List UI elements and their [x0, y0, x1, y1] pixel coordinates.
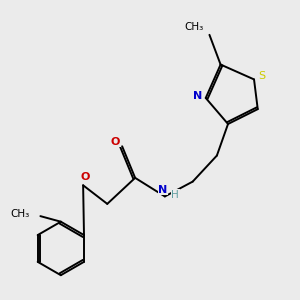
Text: O: O	[80, 172, 90, 182]
Text: CH₃: CH₃	[11, 209, 30, 219]
Text: O: O	[111, 137, 120, 147]
Text: N: N	[158, 185, 168, 195]
Text: S: S	[258, 71, 265, 81]
Text: CH₃: CH₃	[184, 22, 204, 32]
Text: H: H	[171, 190, 179, 200]
Text: N: N	[193, 91, 202, 101]
